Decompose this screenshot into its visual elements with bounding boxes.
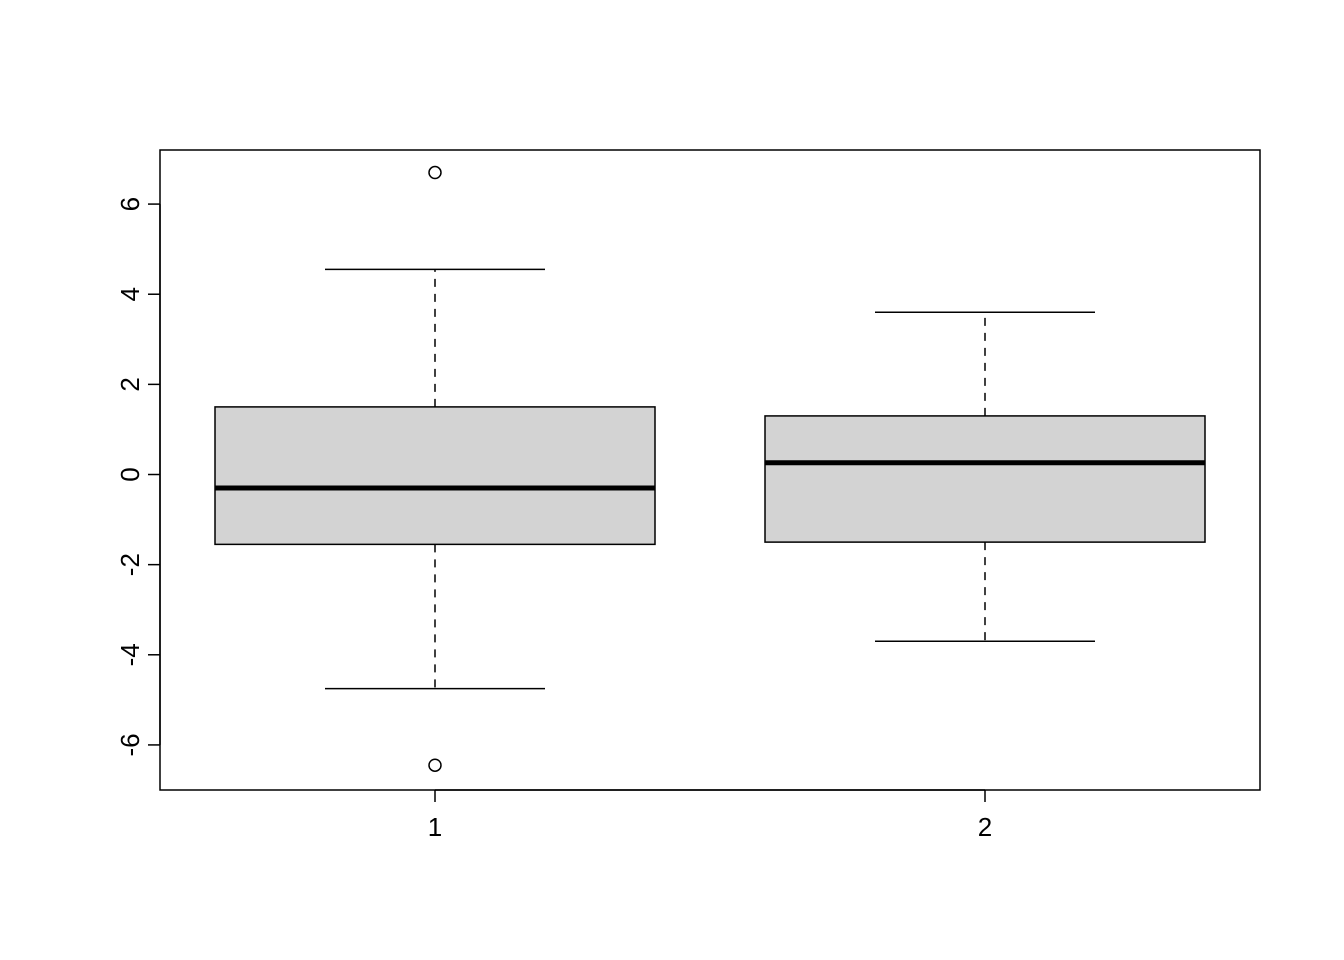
y-tick-label: 2	[115, 377, 145, 391]
iqr-box	[765, 416, 1205, 542]
x-tick-label: 1	[428, 812, 442, 842]
y-tick-label: 0	[115, 467, 145, 481]
iqr-box	[215, 407, 655, 544]
boxplot-chart: -6 -4 -2 0 2 4 6 1 2	[0, 0, 1344, 960]
y-tick-label: -6	[115, 733, 145, 756]
y-tick-label: -4	[115, 643, 145, 666]
y-tick-label: 4	[115, 287, 145, 301]
y-tick-label: 6	[115, 197, 145, 211]
y-tick-label: -2	[115, 553, 145, 576]
x-tick-label: 2	[978, 812, 992, 842]
plot-svg: -6 -4 -2 0 2 4 6 1 2	[0, 0, 1344, 960]
